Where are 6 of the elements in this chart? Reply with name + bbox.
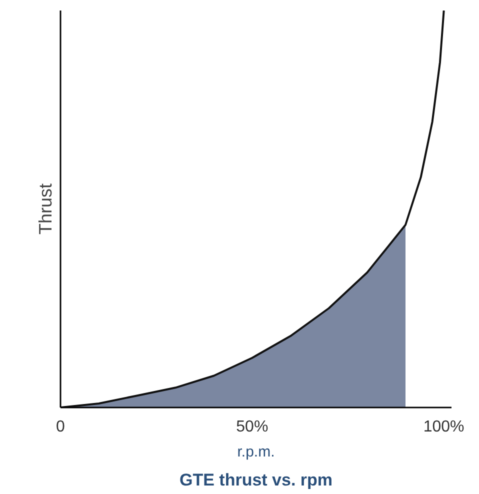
text: GTE thrust vs. rpm [179,470,333,490]
x-axis-title: r.p.m. [237,444,275,460]
x-tick-label: 100% [423,418,464,436]
x-tick-label: 50% [236,418,268,436]
y-axis-title: Thrust [36,183,56,235]
x-tick-label: 0 [56,418,66,436]
